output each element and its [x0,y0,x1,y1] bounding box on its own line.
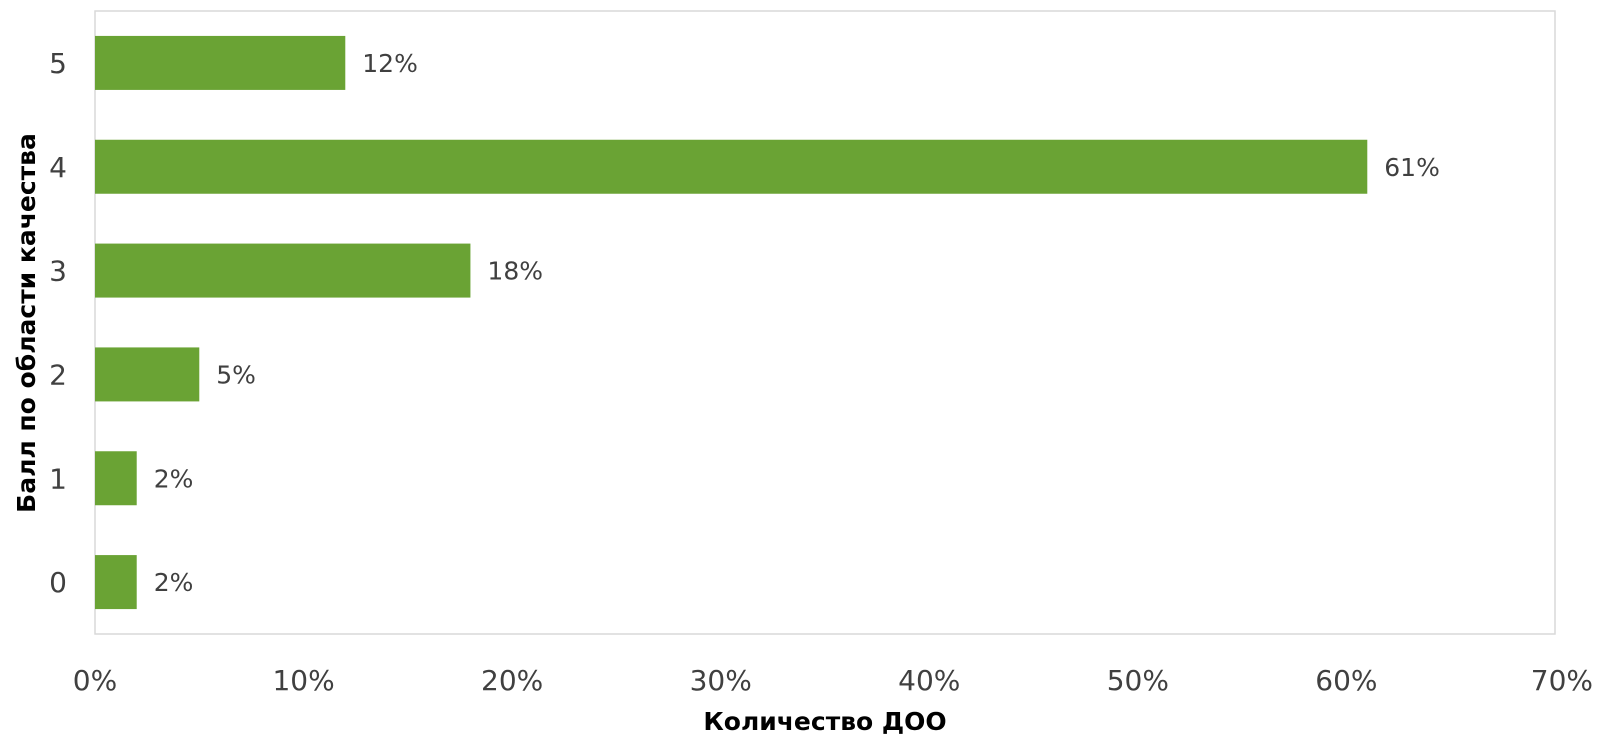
x-axis-title: Количество ДОО [703,707,946,734]
x-tick-label: 70% [1531,664,1593,697]
bar-score-0 [95,555,137,610]
y-tick-label: 3 [49,255,67,288]
x-tick-label: 60% [1315,664,1377,697]
x-tick-label: 0% [73,664,117,697]
data-label-score-1: 2% [154,464,194,493]
data-label-score-3: 18% [487,257,543,286]
x-tick-label: 20% [481,664,543,697]
bars-group [95,35,1368,610]
x-tick-label: 50% [1107,664,1169,697]
y-tick-label: 2 [49,358,67,391]
data-label-score-0: 2% [154,568,194,597]
x-tick-label: 30% [690,664,752,697]
y-tick-label: 5 [49,47,67,80]
x-tick-label: 10% [272,664,334,697]
plot-area [94,10,1556,635]
bar-score-2 [95,347,200,402]
x-axis-ticks: 0% 10% 20% 30% 40% 50% 60% 70% [73,664,1593,697]
y-axis-title: Балл по области качества [12,133,41,513]
y-tick-label: 0 [49,566,67,599]
bar-score-5 [95,35,346,90]
data-label-score-4: 61% [1384,153,1440,182]
y-tick-label: 1 [49,462,67,495]
bar-score-4 [95,139,1368,194]
data-labels-group: 2% 2% 5% 18% 61% 12% [154,49,1440,597]
y-tick-label: 4 [49,151,67,184]
data-label-score-5: 12% [362,49,418,78]
bar-score-1 [95,451,137,506]
data-label-score-2: 5% [216,360,256,389]
x-tick-label: 40% [898,664,960,697]
bar-score-3 [95,243,471,298]
y-axis-ticks: 0 1 2 3 4 5 [49,47,67,599]
